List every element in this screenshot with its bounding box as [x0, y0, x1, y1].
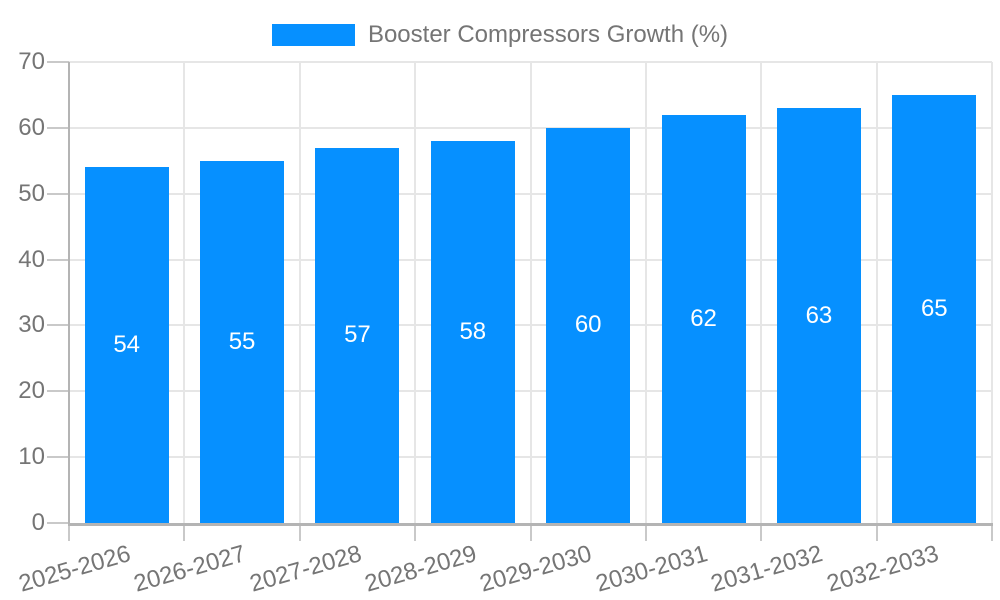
- bar-value-label: 60: [574, 311, 602, 339]
- y-axis-label: 60: [18, 113, 45, 141]
- gridline-v: [760, 62, 763, 523]
- gridline-v: [529, 62, 532, 523]
- bar-value-label: 58: [459, 318, 487, 345]
- bar[interactable]: 54: [84, 167, 169, 523]
- bar[interactable]: 55: [200, 160, 285, 523]
- gridline-v: [875, 62, 878, 523]
- bar-value-label: 57: [344, 321, 371, 349]
- bar-value-label: 62: [690, 304, 717, 332]
- legend-swatch: [271, 24, 355, 46]
- x-tick-mark: [644, 523, 647, 541]
- y-tick-mark: [47, 522, 69, 524]
- y-axis-label: 10: [18, 443, 45, 471]
- x-tick-mark: [991, 523, 993, 541]
- x-axis-label: 2025-2026: [15, 540, 134, 598]
- x-axis-label: 2027-2028: [246, 540, 365, 598]
- x-tick-mark: [529, 523, 532, 541]
- x-axis-label: 2030-2031: [592, 540, 711, 598]
- y-axis-label: 70: [18, 48, 45, 75]
- bar-value-label: 54: [113, 331, 141, 359]
- y-tick-mark: [47, 258, 69, 261]
- y-tick-mark: [47, 126, 69, 129]
- x-tick-mark: [414, 523, 417, 541]
- x-axis-label: 2026-2027: [131, 540, 249, 598]
- y-axis-label: 30: [18, 311, 45, 339]
- y-tick-mark: [47, 324, 69, 327]
- x-tick-mark: [298, 523, 301, 541]
- gridline-v: [644, 62, 647, 523]
- y-tick-mark: [47, 61, 69, 63]
- x-axis-label: 2031-2032: [708, 540, 826, 598]
- y-axis-line: [68, 62, 70, 523]
- x-axis-line: [68, 523, 993, 526]
- y-tick-mark: [47, 390, 69, 393]
- y-tick-mark: [47, 456, 69, 459]
- gridline-v: [183, 62, 186, 523]
- bar[interactable]: 65: [892, 94, 977, 523]
- x-axis-label: 2029-2030: [477, 540, 596, 598]
- legend[interactable]: Booster Compressors Growth (%): [0, 22, 1000, 48]
- y-axis-label: 40: [18, 245, 45, 273]
- gridline-v: [414, 62, 417, 523]
- y-tick-mark: [47, 192, 69, 195]
- bar[interactable]: 63: [776, 108, 861, 523]
- x-tick-mark: [875, 523, 878, 541]
- x-tick-mark: [68, 523, 70, 541]
- bar[interactable]: 60: [546, 127, 631, 523]
- legend-label: Booster Compressors Growth (%): [367, 21, 729, 48]
- bar[interactable]: 58: [430, 141, 515, 523]
- bar-value-label: 63: [805, 301, 833, 329]
- x-tick-mark: [183, 523, 186, 541]
- bar-value-label: 65: [920, 294, 948, 322]
- x-tick-mark: [760, 523, 763, 541]
- gridline-v: [298, 62, 301, 523]
- y-axis-label: 50: [18, 179, 45, 207]
- gridline-v: [991, 62, 993, 523]
- x-axis-label: 2032-2033: [823, 540, 942, 598]
- bar[interactable]: 62: [661, 114, 746, 523]
- y-axis-label: 20: [18, 377, 45, 405]
- bar[interactable]: 57: [315, 147, 400, 523]
- y-axis-label: 0: [31, 509, 45, 536]
- bar-value-label: 55: [228, 327, 256, 355]
- x-axis-label: 2028-2029: [361, 540, 480, 598]
